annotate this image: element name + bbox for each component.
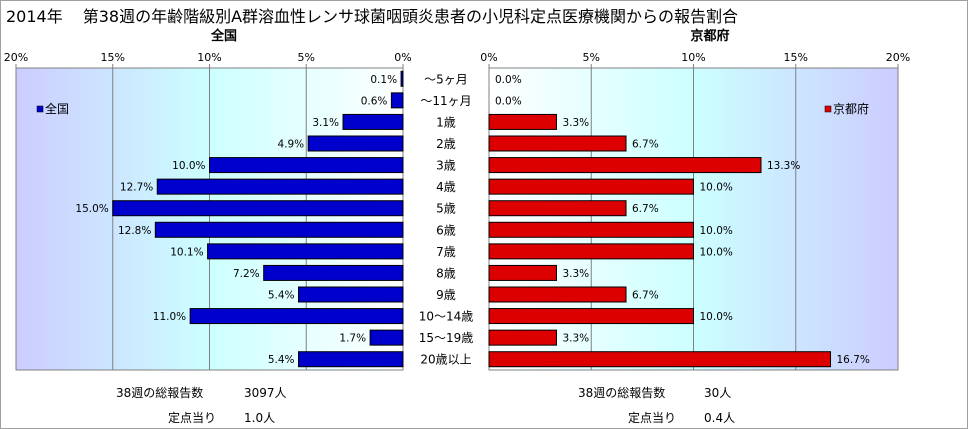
category-label: 10～14歳 xyxy=(419,310,474,324)
national-bar-label: 5.4% xyxy=(268,290,295,302)
national-legend-label: 全国 xyxy=(45,101,69,116)
kyoto-bar-label: 10.0% xyxy=(700,246,733,258)
national-bar-label: 7.2% xyxy=(233,268,260,280)
kyoto-tick-label: 20% xyxy=(886,51,910,64)
national-bar-label: 0.1% xyxy=(370,74,397,86)
kyoto-bar xyxy=(488,221,694,238)
category-label: 4歳 xyxy=(436,180,456,194)
kyoto-total-label: 38週の総報告数 xyxy=(578,386,666,400)
kyoto-bar xyxy=(488,286,627,303)
kyoto-panel: 0% 5% 10% 15% 20% 京都府 0.0% 0.0% 3.3% 6.7% 13.3% 10.… xyxy=(480,28,910,371)
national-bar xyxy=(189,308,404,325)
kyoto-bar-label: 3.3% xyxy=(562,268,589,280)
kyoto-bar-label: 10.0% xyxy=(700,225,733,237)
national-bar xyxy=(154,221,404,238)
kyoto-tick-label: 10% xyxy=(681,51,705,64)
national-bar xyxy=(298,286,404,303)
category-label: 3歳 xyxy=(436,159,456,173)
kyoto-tick-label: 0% xyxy=(480,51,497,64)
national-bar xyxy=(112,200,404,217)
kyoto-bar xyxy=(488,264,557,281)
national-total-value: 3097人 xyxy=(244,386,287,400)
category-label: 5歳 xyxy=(436,202,456,216)
national-bar-label: 3.1% xyxy=(312,117,339,129)
national-bar xyxy=(369,329,404,346)
national-panel-title: 全国 xyxy=(210,28,237,44)
category-label: 6歳 xyxy=(436,223,456,237)
kyoto-tick-label: 5% xyxy=(583,51,600,64)
national-tick-label: 15% xyxy=(101,51,125,64)
category-label: 1歳 xyxy=(436,115,456,129)
national-bar xyxy=(209,157,404,174)
national-bar-label: 11.0% xyxy=(153,311,186,323)
national-bar xyxy=(390,92,404,109)
kyoto-bar xyxy=(488,200,627,217)
kyoto-bar-label: 0.0% xyxy=(495,95,522,107)
national-total-label: 38週の総報告数 xyxy=(116,386,204,400)
national-bar xyxy=(400,70,404,87)
kyoto-bar xyxy=(488,113,557,130)
kyoto-bar xyxy=(488,329,557,346)
national-bar-label: 4.9% xyxy=(277,139,304,151)
kyoto-bar-label: 3.3% xyxy=(562,333,589,345)
kyoto-bar-label: 0.0% xyxy=(495,74,522,86)
kyoto-per-label: 定点当り xyxy=(628,411,677,425)
national-bar xyxy=(298,351,404,368)
national-bar-label: 1.7% xyxy=(339,333,366,345)
national-tick-label: 10% xyxy=(197,51,221,64)
category-label: 20歳以上 xyxy=(420,353,471,367)
national-bar-label: 15.0% xyxy=(75,203,108,215)
national-per-value: 1.0人 xyxy=(244,411,276,425)
chart-title: 2014年 第38週の年齢階級別A群溶血性レンサ球菌咽頭炎患者の小児科定点医療機関… xyxy=(6,3,738,27)
kyoto-panel-title: 京都府 xyxy=(690,28,729,44)
title-text: 第38週の年齢階級別A群溶血性レンサ球菌咽頭炎患者の小児科定点医療機関からの報告… xyxy=(82,7,739,26)
national-bar-label: 10.1% xyxy=(170,246,203,258)
kyoto-per-value: 0.4人 xyxy=(704,411,736,425)
national-bar-label: 5.4% xyxy=(268,354,295,366)
national-bar xyxy=(342,113,404,130)
kyoto-bar xyxy=(488,243,694,260)
national-per-label: 定点当り xyxy=(168,411,217,425)
kyoto-legend-swatch xyxy=(824,105,832,113)
category-label: ～5ヶ月 xyxy=(424,72,468,86)
title-year: 2014年 xyxy=(6,7,63,26)
national-legend-swatch xyxy=(36,105,44,113)
kyoto-tick-label: 15% xyxy=(784,51,808,64)
category-label: 8歳 xyxy=(436,266,456,280)
kyoto-bar-label: 6.7% xyxy=(632,139,659,151)
kyoto-bar-label: 10.0% xyxy=(700,182,733,194)
category-label: 7歳 xyxy=(436,245,456,259)
national-bar xyxy=(263,264,404,281)
kyoto-bar-label: 6.7% xyxy=(632,203,659,215)
kyoto-bar xyxy=(488,178,694,195)
kyoto-bar xyxy=(488,157,762,174)
national-tick-label: 5% xyxy=(298,51,315,64)
national-bar xyxy=(207,243,404,260)
category-label: 9歳 xyxy=(436,288,456,302)
national-bar-label: 0.6% xyxy=(361,95,388,107)
national-panel: 20% 15% 10% 5% 0% 全国 0.1% 0.6% 3.1% 4.9% 10.0% 12.7… xyxy=(4,28,412,371)
category-labels: ～5ヶ月 ～11ヶ月 1歳 2歳 3歳 4歳 5歳 6歳 7歳 8歳 9歳 10～14歳 15～19歳 2… xyxy=(419,72,474,366)
kyoto-bar xyxy=(488,308,694,325)
kyoto-legend-label: 京都府 xyxy=(833,101,869,116)
national-bar xyxy=(307,135,404,152)
national-tick-label: 0% xyxy=(394,51,411,64)
kyoto-bar xyxy=(488,351,832,368)
national-bar xyxy=(156,178,404,195)
kyoto-bar-label: 3.3% xyxy=(562,117,589,129)
national-bar-label: 12.7% xyxy=(120,182,153,194)
kyoto-bar-label: 10.0% xyxy=(700,311,733,323)
kyoto-bar-label: 6.7% xyxy=(632,290,659,302)
national-bar-label: 12.8% xyxy=(118,225,151,237)
category-label: ～11ヶ月 xyxy=(420,94,471,108)
kyoto-bar-label: 16.7% xyxy=(837,354,870,366)
national-bar-label: 10.0% xyxy=(172,160,205,172)
category-label: 15～19歳 xyxy=(419,331,474,345)
kyoto-bar-label: 13.3% xyxy=(767,160,800,172)
national-tick-label: 20% xyxy=(4,51,28,64)
kyoto-total-value: 30人 xyxy=(704,386,732,400)
kyoto-bar xyxy=(488,135,627,152)
category-label: 2歳 xyxy=(436,137,456,151)
